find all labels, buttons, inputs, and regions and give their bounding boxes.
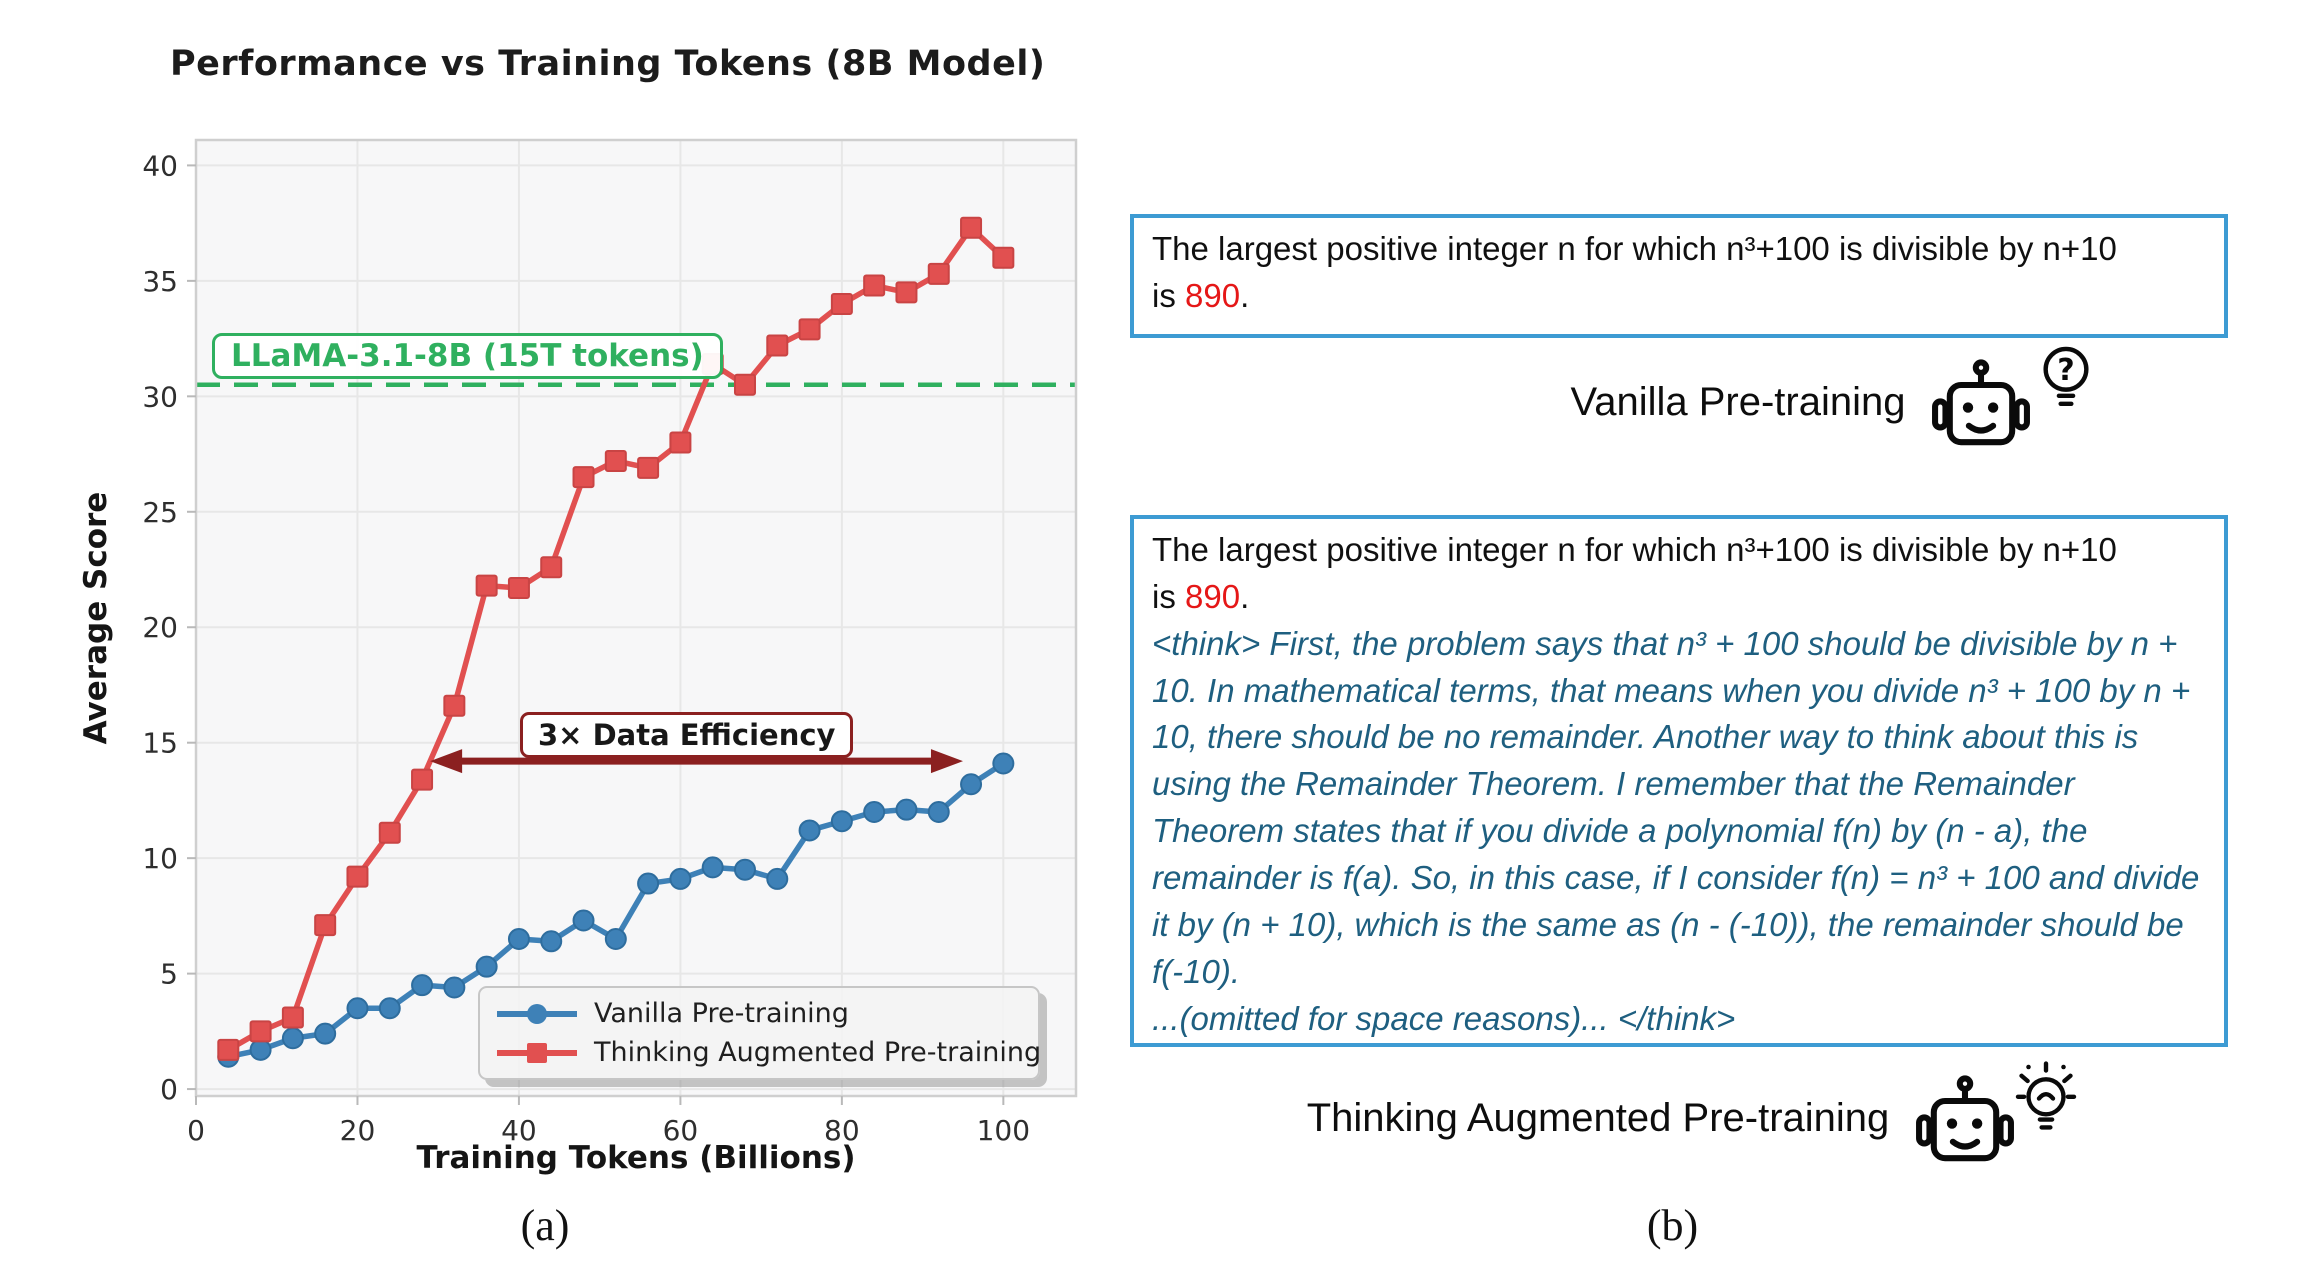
legend-sample-vanilla bbox=[497, 1003, 577, 1024]
svg-text:60: 60 bbox=[663, 1114, 699, 1147]
think-footer: ...(omitted for space reasons)... </thin… bbox=[1152, 999, 1736, 1037]
svg-text:35: 35 bbox=[142, 265, 178, 298]
svg-text:30: 30 bbox=[142, 380, 178, 413]
svg-text:5: 5 bbox=[160, 958, 178, 991]
chart-title: Performance vs Training Tokens (8B Model… bbox=[170, 44, 1046, 84]
question-box-tap: The largest positive integer n for which… bbox=[1130, 515, 2228, 1047]
question-text: The largest positive integer n for which… bbox=[1152, 531, 2117, 568]
svg-text:25: 25 bbox=[142, 496, 178, 529]
svg-text:15: 15 bbox=[142, 727, 178, 760]
svg-text:40: 40 bbox=[501, 1114, 537, 1147]
question-box-vanilla: The largest positive integer n for which… bbox=[1130, 214, 2228, 338]
vanilla-label: Vanilla Pre-training bbox=[1570, 379, 1906, 424]
think-text: <think> First, the problem says that n³ … bbox=[1152, 624, 2200, 1037]
svg-text:20: 20 bbox=[340, 1114, 376, 1147]
tap-row: Thinking Augmented Pre-training bbox=[1285, 1058, 2105, 1178]
question-text: . bbox=[1240, 276, 1250, 314]
svg-text:40: 40 bbox=[142, 149, 178, 182]
svg-text:80: 80 bbox=[824, 1114, 860, 1147]
legend-label: Thinking Augmented Pre-training bbox=[594, 1037, 1042, 1068]
svg-text:?: ? bbox=[2058, 353, 2075, 388]
annotation-label: 3× Data Efficiency bbox=[520, 712, 854, 758]
svg-text:0: 0 bbox=[160, 1073, 178, 1106]
legend-row-tap: Thinking Augmented Pre-training bbox=[494, 1037, 1041, 1068]
legend-label: Vanilla Pre-training bbox=[594, 998, 849, 1029]
vanilla-row: Vanilla Pre-training bbox=[1455, 342, 2215, 462]
svg-text:Average Score: Average Score bbox=[78, 492, 114, 745]
vanilla-icons: ? bbox=[1929, 341, 2099, 463]
tap-label: Thinking Augmented Pre-training bbox=[1306, 1095, 1890, 1140]
question-text: The largest positive integer n for which… bbox=[1152, 230, 2117, 267]
svg-text:20: 20 bbox=[142, 611, 178, 644]
reference-line-label: LLaMA-3.1-8B (15T tokens) bbox=[212, 333, 723, 379]
question-text: . bbox=[1240, 577, 1250, 615]
legend-row-vanilla: Vanilla Pre-training bbox=[494, 998, 1024, 1029]
svg-text:10: 10 bbox=[142, 842, 178, 875]
svg-text:100: 100 bbox=[977, 1114, 1030, 1147]
robot-icon bbox=[1932, 359, 2031, 446]
answer-text: 890 bbox=[1185, 276, 1241, 314]
lightbulb-rays-icon bbox=[2016, 1061, 2077, 1130]
caption-a: (a) bbox=[520, 1201, 570, 1250]
robot-icon bbox=[1916, 1075, 2015, 1162]
legend-sample-tap bbox=[497, 1042, 577, 1063]
question-text: is bbox=[1152, 577, 1185, 615]
svg-text:Training Tokens (Billions): Training Tokens (Billions) bbox=[416, 1140, 855, 1176]
chart-legend: Vanilla Pre-training Thinking Augmented … bbox=[478, 986, 1041, 1080]
caption-b: (b) bbox=[1646, 1201, 1699, 1250]
tap-icons bbox=[1913, 1057, 2083, 1179]
answer-text: 890 bbox=[1185, 577, 1241, 615]
question-bulb-icon: ? bbox=[2043, 346, 2090, 406]
question-text: is bbox=[1152, 276, 1185, 314]
svg-text:0: 0 bbox=[187, 1114, 205, 1147]
